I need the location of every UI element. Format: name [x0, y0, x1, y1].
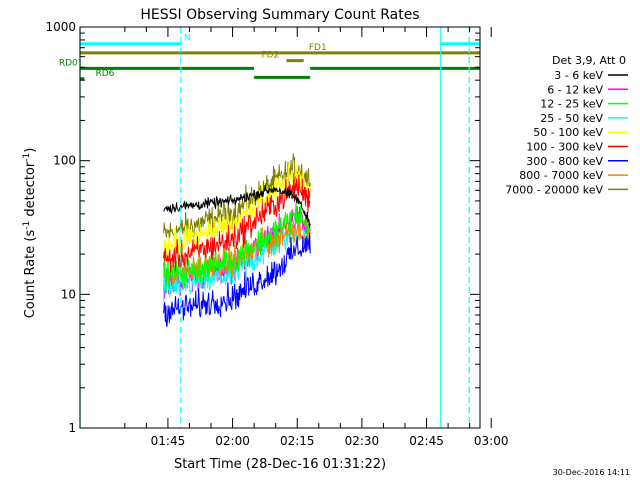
x-tick-label: 03:00	[474, 434, 509, 448]
flag-label: FD2	[261, 51, 279, 61]
legend-label: 300 - 800 keV	[526, 155, 603, 168]
y-tick-label: 1000	[45, 20, 76, 34]
y-label-sup: -1	[22, 221, 32, 230]
series-line	[163, 202, 311, 293]
plot-frame	[79, 26, 481, 429]
y-axis-label: Count Rate (s-1 detector-1)	[22, 148, 38, 319]
series-line	[163, 185, 311, 229]
x-tick-label: 02:15	[280, 434, 315, 448]
x-tick-label: 02:00	[215, 434, 250, 448]
y-tick-label: 100	[53, 154, 76, 168]
legend-label: 3 - 6 keV	[554, 69, 603, 82]
x-tick-label: 02:45	[409, 434, 444, 448]
x-tick-label: 01:45	[151, 434, 186, 448]
flag-label: FD1	[309, 43, 327, 53]
legend-label: 25 - 50 keV	[540, 112, 603, 125]
legend-title: Det 3,9, Att 0	[552, 54, 626, 67]
y-label-part: detector	[23, 161, 38, 221]
chart-title: HESSI Observing Summary Count Rates	[140, 7, 419, 23]
y-tick-label: 1	[68, 421, 76, 435]
legend-label: 7000 - 20000 keV	[505, 183, 603, 196]
y-tick-label: 10	[61, 287, 76, 301]
y-label-sup: -1	[22, 153, 32, 162]
legend-label: 12 - 25 keV	[540, 98, 603, 111]
legend-label: 100 - 300 keV	[526, 141, 603, 154]
x-axis-label: Start Time (28-Dec-16 01:31:22)	[174, 457, 386, 472]
y-label-part: Count Rate (s	[23, 230, 38, 319]
legend-label: 6 - 12 keV	[547, 83, 603, 96]
x-tick-label: 02:30	[345, 434, 380, 448]
timestamp: 30-Dec-2016 14:11	[553, 468, 630, 477]
flag-label: RD6	[96, 69, 115, 79]
series-line	[163, 232, 311, 328]
flag-label: RD0	[59, 58, 78, 68]
flag-bars: N FD1 FD2 RD0 RD6	[59, 34, 480, 81]
legend-label: 50 - 100 keV	[533, 126, 603, 139]
y-label-part: )	[23, 148, 38, 153]
series-line	[163, 172, 311, 273]
legend-label: 800 - 7000 keV	[519, 169, 603, 182]
data-layer	[163, 153, 311, 328]
flag-label: N	[184, 34, 191, 44]
axes: 1 10 100 1000 01:45 02:00 02:15 02:30 02:45 03:00	[45, 20, 508, 448]
